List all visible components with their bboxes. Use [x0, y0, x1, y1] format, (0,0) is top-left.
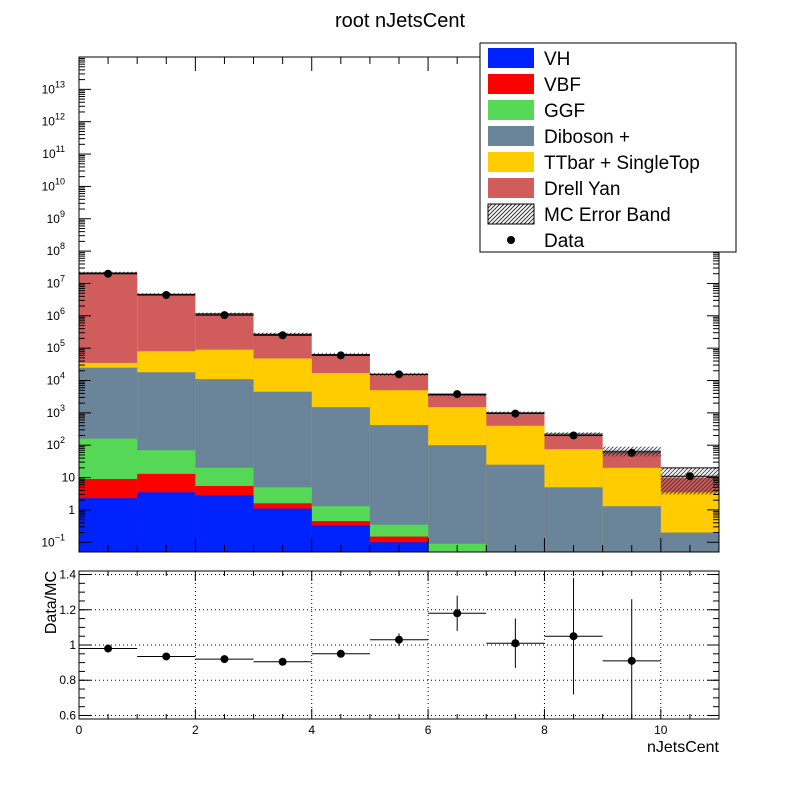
legend-swatch	[488, 126, 534, 146]
ratio-point-3	[278, 657, 287, 666]
ratio-point-9	[627, 656, 636, 665]
data-point-2	[220, 311, 229, 320]
ratio-y-tick-label: 0.6	[59, 708, 76, 722]
x-axis-title: nJetsCent	[647, 739, 720, 756]
ratio-point-8	[569, 632, 578, 641]
data-point-7	[511, 409, 520, 418]
legend-swatch	[488, 100, 534, 120]
data-point-10	[685, 472, 694, 481]
x-tick-label: 8	[541, 723, 548, 737]
bar-diboson--bin-10	[660, 532, 719, 552]
legend-label: VH	[544, 49, 570, 70]
legend-marker	[507, 236, 515, 244]
y-tick-label: 107	[47, 273, 65, 290]
legend-swatch	[487, 203, 535, 225]
ratio-y-tick-label: 1	[69, 638, 76, 652]
legend-label: GGF	[544, 101, 585, 122]
bar-diboson--bin-9	[602, 506, 661, 552]
data-point-3	[278, 331, 287, 340]
y-tick-label: 103	[47, 403, 65, 420]
ratio-y-tick-label: 0.8	[59, 673, 76, 687]
ratio-point-2	[220, 655, 229, 664]
y-tick-label: 104	[47, 371, 65, 388]
ratio-y-tick-label: 1.2	[59, 603, 76, 617]
x-tick-label: 4	[308, 723, 315, 737]
y-axis-title-ratio: Data/MC	[43, 571, 60, 634]
y-tick-label: 102	[47, 435, 65, 452]
bar-diboson--bin-7	[486, 464, 545, 552]
legend: VH VBF GGF Diboson + TTbar + SingleTop Drell …	[479, 42, 737, 253]
y-tick-label: 10	[62, 471, 76, 485]
ratio-point-1	[162, 652, 171, 661]
mc-error-band-bin-10	[660, 467, 719, 495]
y-tick-label: 106	[47, 306, 65, 323]
legend-swatch	[488, 152, 534, 172]
ratio-y-tick-label: 1.4	[59, 568, 76, 582]
legend-swatch	[488, 48, 534, 68]
bar-diboson--bin-6	[428, 445, 487, 552]
legend-swatch	[488, 178, 534, 198]
bar-vh-bin-1	[137, 492, 196, 552]
bar-vh-bin-2	[195, 495, 254, 552]
y-tick-label: 109	[47, 209, 65, 226]
x-tick-label: 0	[76, 723, 83, 737]
ratio-point-6	[453, 609, 462, 618]
chart-title: root nJetsCent	[335, 10, 466, 32]
legend-label: Diboson +	[544, 127, 630, 148]
bar-diboson--bin-8	[544, 487, 603, 552]
data-point-0	[104, 269, 113, 278]
data-point-9	[627, 448, 636, 457]
legend-label: VBF	[544, 75, 581, 96]
legend-label: Drell Yan	[544, 179, 620, 200]
bar-vh-bin-3	[253, 508, 312, 552]
y-tick-label: 1010	[42, 176, 65, 193]
legend-label: TTbar + SingleTop	[544, 153, 700, 174]
x-tick-label: 2	[192, 723, 199, 737]
y-tick-label: 1	[68, 503, 75, 517]
legend-label: Data	[544, 231, 585, 252]
y-tick-label: 1011	[42, 144, 65, 161]
data-point-1	[162, 290, 171, 299]
x-tick-label: 10	[654, 723, 668, 737]
ratio-point-0	[104, 644, 113, 653]
data-point-5	[395, 370, 403, 379]
ratio-point-4	[336, 649, 345, 658]
ratio-point-5	[395, 635, 403, 644]
y-tick-label: 108	[47, 241, 65, 258]
data-point-4	[336, 351, 345, 360]
bar-vh-bin-0	[79, 498, 138, 552]
y-tick-label: 105	[47, 338, 65, 355]
y-tick-label: 1013	[42, 79, 65, 96]
y-tick-label: 10−1	[41, 532, 65, 549]
y-tick-label: 1012	[42, 112, 65, 129]
data-point-8	[569, 431, 578, 440]
legend-label: MC Error Band	[544, 205, 671, 226]
data-point-6	[453, 390, 462, 399]
ratio-point-7	[511, 639, 520, 648]
legend-swatch	[488, 74, 534, 94]
x-tick-label: 6	[425, 723, 432, 737]
